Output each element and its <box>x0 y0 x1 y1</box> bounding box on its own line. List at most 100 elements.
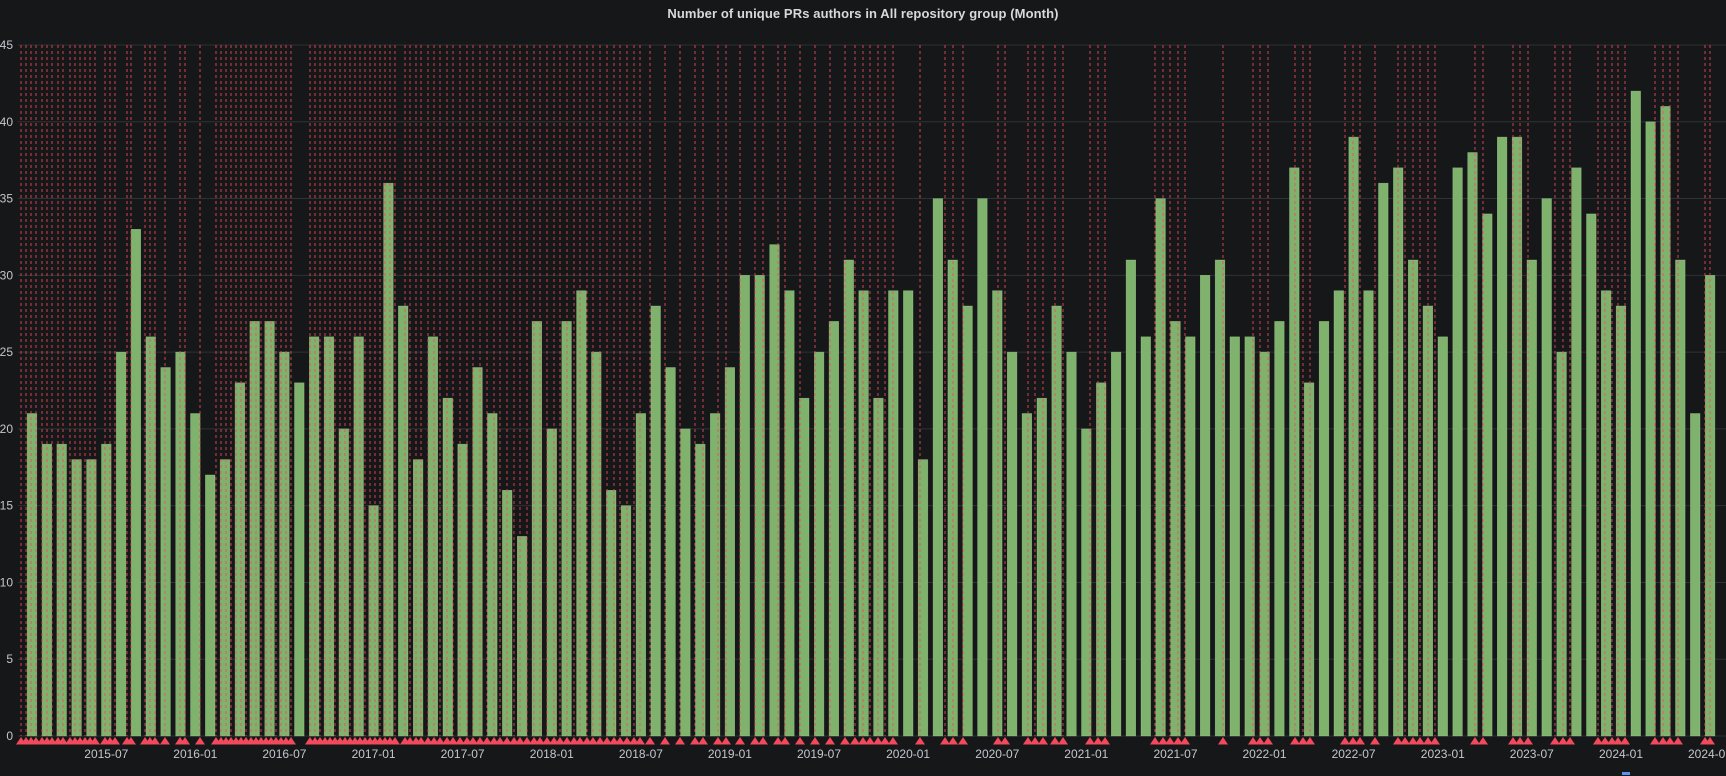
annotation-marker-icon[interactable] <box>475 737 485 745</box>
bar[interactable] <box>1036 397 1047 737</box>
bar[interactable] <box>1348 136 1359 737</box>
annotation-marker-icon[interactable] <box>1423 737 1433 745</box>
bar[interactable] <box>1081 428 1092 737</box>
annotation-marker-icon[interactable] <box>1038 737 1048 745</box>
bar[interactable] <box>1526 259 1537 737</box>
annotation-marker-icon[interactable] <box>180 737 190 745</box>
annotation-marker-icon[interactable] <box>555 737 565 745</box>
annotation-marker-icon[interactable] <box>390 737 400 745</box>
annotation-marker-icon[interactable] <box>795 737 805 745</box>
annotation-marker-icon[interactable] <box>1673 737 1683 745</box>
annotation-marker-icon[interactable] <box>1050 737 1060 745</box>
annotation-marker-icon[interactable] <box>993 737 1003 745</box>
bar[interactable] <box>784 290 795 737</box>
bar[interactable] <box>754 274 765 737</box>
annotation-marker-icon[interactable] <box>840 737 850 745</box>
bar[interactable] <box>1096 382 1107 737</box>
bar[interactable] <box>116 351 127 737</box>
bar[interactable] <box>190 413 201 737</box>
bar[interactable] <box>917 459 929 737</box>
bar[interactable] <box>903 290 914 737</box>
annotation-marker-icon[interactable] <box>1470 737 1480 745</box>
bar[interactable] <box>1556 351 1567 737</box>
bar[interactable] <box>398 305 409 737</box>
annotation-marker-icon[interactable] <box>482 737 492 745</box>
bar[interactable] <box>130 229 142 737</box>
annotation-marker-icon[interactable] <box>1165 737 1175 745</box>
bar[interactable] <box>472 367 483 737</box>
annotation-marker-icon[interactable] <box>90 737 100 745</box>
annotation-marker-icon[interactable] <box>1478 737 1488 745</box>
bar[interactable] <box>338 428 349 737</box>
annotation-marker-icon[interactable] <box>1613 737 1623 745</box>
bar[interactable] <box>412 459 424 737</box>
bar[interactable] <box>1497 136 1508 737</box>
bar[interactable] <box>1006 351 1018 737</box>
annotation-marker-icon[interactable] <box>1340 737 1350 745</box>
bar[interactable] <box>160 367 171 737</box>
bar[interactable] <box>1645 121 1656 737</box>
bar[interactable] <box>1304 382 1315 737</box>
bar[interactable] <box>1214 259 1226 737</box>
annotation-marker-icon[interactable] <box>1593 737 1603 745</box>
bar[interactable] <box>264 321 275 737</box>
annotation-marker-icon[interactable] <box>602 737 612 745</box>
bar[interactable] <box>1615 305 1627 737</box>
annotation-marker-icon[interactable] <box>1255 737 1265 745</box>
annotation-marker-icon[interactable] <box>1150 737 1160 745</box>
bar[interactable] <box>962 305 973 737</box>
bar[interactable] <box>442 397 453 737</box>
annotation-marker-icon[interactable] <box>110 737 120 745</box>
annotation-marker-icon[interactable] <box>542 737 552 745</box>
bar[interactable] <box>1452 167 1463 737</box>
bar[interactable] <box>1170 321 1181 737</box>
bar[interactable] <box>1289 167 1300 737</box>
annotation-marker-icon[interactable] <box>1393 737 1403 745</box>
annotation-marker-icon[interactable] <box>940 737 950 745</box>
bar[interactable] <box>56 443 67 737</box>
bar[interactable] <box>308 336 320 737</box>
annotation-marker-icon[interactable] <box>160 737 170 745</box>
bar[interactable] <box>695 443 706 737</box>
annotation-marker-icon[interactable] <box>1305 737 1315 745</box>
annotation-marker-icon[interactable] <box>645 737 655 745</box>
bar[interactable] <box>947 259 958 737</box>
bar[interactable] <box>1244 336 1255 737</box>
bar[interactable] <box>205 474 216 737</box>
bar[interactable] <box>368 505 379 737</box>
bar[interactable] <box>799 397 810 737</box>
bar[interactable] <box>353 336 364 737</box>
bar[interactable] <box>1021 413 1032 737</box>
bar[interactable] <box>383 182 394 737</box>
annotation-marker-icon[interactable] <box>448 737 458 745</box>
bar[interactable] <box>1675 259 1686 737</box>
annotation-marker-icon[interactable] <box>1550 737 1560 745</box>
bar[interactable] <box>1408 259 1419 737</box>
annotation-marker-icon[interactable] <box>1180 737 1190 745</box>
bar[interactable] <box>1229 336 1240 737</box>
annotation-marker-icon[interactable] <box>1000 737 1010 745</box>
bar[interactable] <box>591 351 602 737</box>
annotation-marker-icon[interactable] <box>675 737 685 745</box>
annotation-marker-icon[interactable] <box>588 737 598 745</box>
bar[interactable] <box>101 443 112 737</box>
annotation-marker-icon[interactable] <box>1658 737 1668 745</box>
annotation-marker-icon[interactable] <box>1030 737 1040 745</box>
bar[interactable] <box>1363 290 1374 737</box>
annotation-marker-icon[interactable] <box>850 737 860 745</box>
annotation-marker-icon[interactable] <box>888 737 898 745</box>
annotation-marker-icon[interactable] <box>1298 737 1308 745</box>
annotation-marker-icon[interactable] <box>698 737 708 745</box>
annotation-marker-icon[interactable] <box>1415 737 1425 745</box>
bar[interactable] <box>813 351 825 737</box>
bar[interactable] <box>145 336 156 737</box>
bar[interactable] <box>1200 274 1211 737</box>
bar[interactable] <box>858 290 869 737</box>
bar[interactable] <box>249 321 260 737</box>
bar[interactable] <box>769 244 780 737</box>
bar[interactable] <box>606 489 617 737</box>
annotation-marker-icon[interactable] <box>660 737 670 745</box>
bar[interactable] <box>531 321 542 737</box>
annotation-marker-icon[interactable] <box>1705 737 1715 745</box>
annotation-marker-icon[interactable] <box>780 737 790 745</box>
